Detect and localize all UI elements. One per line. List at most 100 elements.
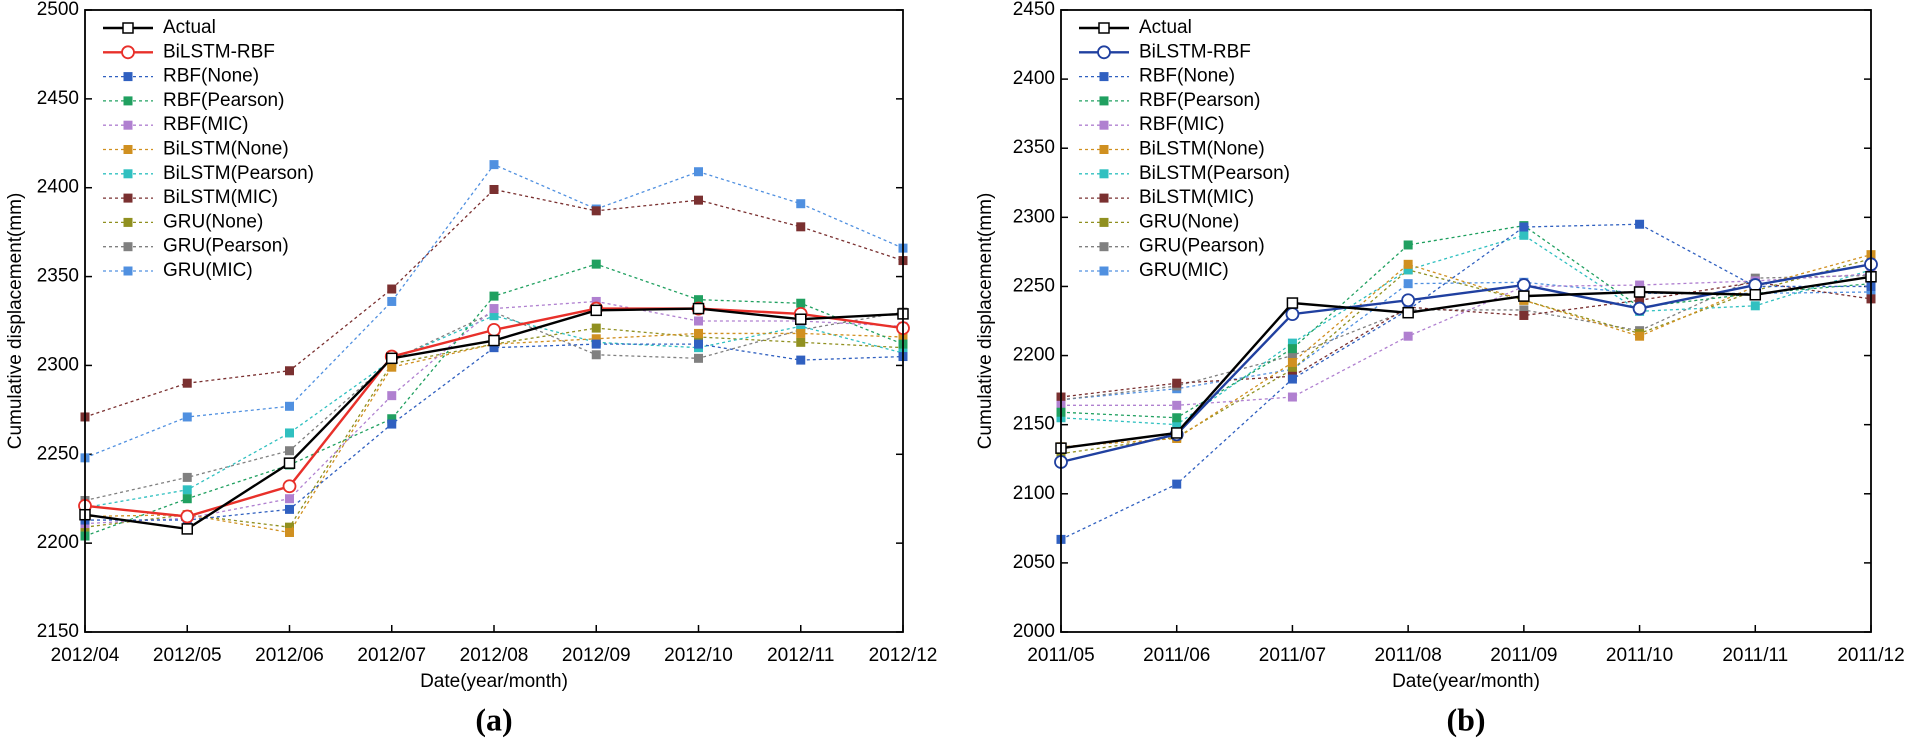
y-tick-label: 2250	[37, 443, 79, 464]
x-tick-label: 2011/12	[1837, 645, 1904, 666]
legend-label: RBF(Pearson)	[1139, 90, 1260, 111]
marker	[489, 291, 499, 301]
legend-label: BiLSTM(Pearson)	[1139, 163, 1290, 184]
marker	[1172, 413, 1182, 423]
legend-marker	[123, 193, 133, 203]
y-tick-label: 2450	[1013, 0, 1055, 20]
marker	[1287, 392, 1297, 402]
x-tick-label: 2012/08	[460, 645, 529, 666]
series-line	[1060, 275, 1872, 450]
x-tick-label: 2012/10	[664, 645, 733, 666]
legend-marker	[123, 120, 133, 130]
marker	[1402, 306, 1414, 319]
marker	[285, 494, 294, 504]
marker	[1403, 259, 1413, 269]
y-tick-label: 2000	[1013, 621, 1055, 642]
marker	[386, 352, 398, 365]
marker	[489, 304, 499, 314]
y-tick-label: 2050	[1013, 552, 1055, 573]
marker	[182, 485, 192, 495]
marker	[1519, 310, 1529, 320]
series-line	[1060, 281, 1872, 398]
marker	[283, 457, 296, 469]
marker	[694, 316, 703, 326]
marker	[1403, 331, 1413, 341]
marker	[489, 184, 499, 194]
marker	[182, 494, 192, 504]
legend-label: RBF(MIC)	[1139, 114, 1224, 135]
marker	[694, 339, 703, 349]
marker	[1172, 400, 1182, 410]
marker	[1403, 240, 1413, 250]
marker	[285, 522, 294, 532]
marker	[282, 479, 297, 494]
x-tick-label: 2011/11	[1722, 645, 1788, 666]
marker	[591, 323, 601, 333]
legend-label: BiLSTM(None)	[1139, 139, 1265, 160]
series-line	[1060, 254, 1872, 448]
legend-label: BiLSTM(None)	[163, 139, 289, 160]
marker	[182, 378, 192, 388]
marker	[285, 527, 294, 537]
marker	[1172, 420, 1182, 430]
legend-marker	[123, 169, 133, 179]
legend-marker	[1099, 193, 1109, 203]
legend-marker	[1099, 169, 1109, 179]
series-line	[1060, 281, 1872, 401]
marker	[1287, 351, 1297, 361]
marker	[487, 322, 501, 337]
x-tick-label: 2012/11	[767, 645, 834, 666]
x-tick-label: 2012/12	[869, 645, 938, 666]
legend-marker	[123, 266, 133, 276]
marker	[1403, 265, 1413, 275]
marker	[796, 199, 806, 209]
marker	[1750, 301, 1760, 311]
y-axis-label: Cumulative displacement(mm)	[975, 193, 996, 450]
marker	[692, 302, 705, 315]
marker	[591, 259, 601, 269]
marker	[1286, 297, 1299, 309]
legend-marker	[123, 145, 133, 154]
x-tick-label: 2011/06	[1143, 645, 1210, 666]
series-line	[1060, 263, 1872, 464]
marker	[591, 296, 601, 306]
series-line	[84, 311, 904, 502]
legend-marker	[121, 45, 135, 60]
legend-label: GRU(None)	[1139, 211, 1239, 232]
marker	[1287, 374, 1297, 384]
marker	[1287, 357, 1297, 367]
legend-label: GRU(Pearson)	[163, 236, 289, 257]
legend-label: BiLSTM(Pearson)	[163, 163, 314, 184]
marker	[1287, 338, 1297, 348]
legend-label: Actual	[1139, 17, 1192, 38]
legend-label: BiLSTM-RBF	[1139, 41, 1251, 62]
legend-label: Actual	[163, 17, 216, 38]
panel-label: (a)	[475, 701, 512, 737]
marker	[591, 206, 601, 216]
series-line	[1060, 223, 1871, 540]
marker	[591, 350, 601, 360]
legend-marker	[1097, 45, 1111, 60]
x-axis-label: Date(year/month)	[420, 671, 568, 692]
legend-marker	[122, 22, 134, 34]
x-tick-label: 2011/05	[1027, 645, 1094, 666]
legend-marker	[1099, 266, 1109, 276]
y-tick-label: 2200	[37, 532, 79, 553]
legend-label: GRU(None)	[163, 211, 263, 232]
marker	[796, 337, 806, 347]
y-tick-label: 2350	[37, 266, 79, 287]
legend-label: RBF(None)	[1139, 66, 1235, 87]
marker	[1516, 278, 1531, 292]
marker	[796, 321, 806, 331]
marker	[1635, 280, 1645, 290]
legend-marker	[123, 72, 133, 82]
y-tick-label: 2300	[37, 354, 79, 375]
marker	[489, 160, 499, 170]
marker	[694, 328, 703, 338]
marker	[387, 414, 397, 424]
y-tick-label: 2500	[37, 0, 79, 20]
legend-label: RBF(MIC)	[163, 114, 248, 135]
y-axis-label: Cumulative displacement(mm)	[5, 193, 26, 450]
legend-marker	[1098, 22, 1110, 34]
